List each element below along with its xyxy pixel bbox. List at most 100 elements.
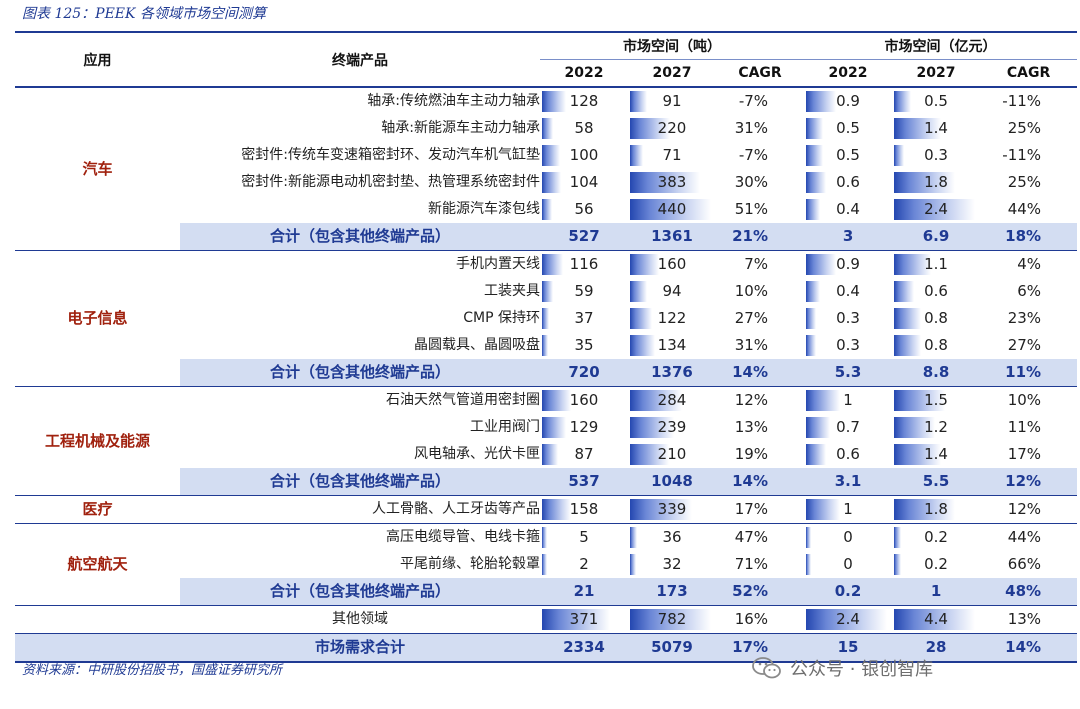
- cell-value: 1.8: [924, 173, 948, 191]
- header-col-tons-2022: 2022: [540, 59, 628, 88]
- cell-y22: 3: [804, 223, 893, 251]
- data-bar: [630, 390, 683, 411]
- sub-row: 合计（包含其他终端产品） 21 173 52% 0.2 1 48%: [15, 578, 1078, 606]
- watermark: 公众号 · 银创智库: [752, 653, 933, 683]
- cell-y27: 0.6: [892, 278, 980, 305]
- table-row: 风电轴承、光伏卡匣 87 210 19% 0.6 1.4 17%: [15, 441, 1077, 468]
- application-label: 电子信息: [15, 250, 180, 387]
- cell-value: 94: [662, 282, 682, 300]
- cell-value: 0.2: [834, 582, 862, 600]
- cell-value: 17%: [734, 500, 769, 518]
- data-bar: [894, 499, 955, 520]
- sub-row: 合计（包含其他终端产品） 537 1048 14% 3.1 5.5 12%: [15, 468, 1078, 496]
- cell-t27: 1376: [628, 359, 716, 387]
- product-cell: 新能源汽车漆包线: [428, 201, 540, 217]
- cell-t22: 37: [540, 305, 628, 332]
- data-bar: [894, 254, 932, 275]
- cell-tc: 51%: [716, 196, 804, 223]
- cell-value: 160: [657, 255, 687, 273]
- cell-value: 19%: [734, 445, 769, 463]
- data-bar: [542, 91, 566, 112]
- cell-value: 5.5: [922, 472, 950, 490]
- cell-value: 56: [574, 200, 594, 218]
- cell-value: 15: [837, 638, 859, 656]
- cell-value: 2.4: [924, 200, 948, 218]
- cell-y27: 6.9: [892, 223, 981, 251]
- cell-tc: 30%: [716, 169, 804, 196]
- cell-t22: 2: [540, 551, 628, 578]
- cell-value: 71%: [734, 555, 769, 573]
- cell-value: 0.6: [836, 173, 860, 191]
- cell-tc: -7%: [716, 142, 804, 169]
- product-cell: 轴承:传统燃油车主动力轴承: [367, 93, 540, 109]
- cell-t27: 339: [628, 495, 716, 524]
- table-row: 工程机械及能源 石油天然气管道用密封圈 160 284 12% 1 1.5 10%: [15, 386, 1077, 496]
- empty-app-cell: [15, 633, 180, 663]
- cell-value: 0.5: [924, 92, 948, 110]
- application-label: 工程机械及能源: [15, 386, 180, 496]
- cell-value: 58: [574, 119, 594, 137]
- cell-yc: 25%: [980, 169, 1077, 196]
- cell-value: 30%: [734, 173, 769, 191]
- cell-value: 10%: [734, 282, 769, 300]
- cell-value: 87: [574, 445, 594, 463]
- cell-value: 21%: [732, 227, 769, 245]
- cell-value: 25%: [1007, 173, 1042, 191]
- empty-app-cell: [15, 605, 180, 634]
- cell-value: 7%: [744, 255, 769, 273]
- data-bar: [894, 527, 901, 548]
- cell-t27: 284: [628, 387, 716, 415]
- product-cell: 合计（包含其他终端产品）: [180, 223, 540, 251]
- data-bar: [630, 172, 701, 193]
- data-bar: [806, 527, 811, 548]
- cell-t22: 87: [540, 441, 628, 468]
- cell-value: 12%: [1005, 472, 1042, 490]
- product-cell: 高压电缆导管、电线卡箍: [386, 529, 540, 545]
- cell-value: 5079: [651, 638, 693, 656]
- cell-t27: 173: [628, 578, 716, 606]
- cell-value: 37: [574, 309, 594, 327]
- cell-value: -7%: [738, 92, 769, 110]
- cell-t27: 220: [628, 115, 716, 142]
- table-row: 密封件:新能源电动机密封垫、热管理系统密封件 104 383 30% 0.6 1.8 25%: [15, 169, 1077, 196]
- cell-t22: 59: [540, 278, 628, 305]
- watermark-text: 公众号 · 银创智库: [790, 659, 934, 680]
- cell-value: 23%: [1007, 309, 1042, 327]
- data-bar: [894, 281, 915, 302]
- cell-t22: 104: [540, 169, 628, 196]
- header-product: 终端产品: [180, 35, 540, 88]
- product-cell: 密封件:传统车变速箱密封环、发动汽车机气缸垫: [241, 147, 540, 163]
- cell-value: 35: [574, 336, 594, 354]
- data-bar: [630, 335, 655, 356]
- data-bar: [542, 527, 547, 548]
- cell-t22: 2334: [540, 633, 628, 663]
- cell-y22: 15: [804, 633, 893, 663]
- data-bar: [630, 609, 711, 630]
- cell-value: 6.9: [922, 227, 950, 245]
- table-row: 汽车 轴承:传统燃油车主动力轴承 128 91 -7% 0.9 0.5 -11%: [15, 87, 1077, 251]
- cell-tc: 27%: [716, 305, 804, 332]
- table-row: CMP 保持环 37 122 27% 0.3 0.8 23%: [15, 305, 1077, 332]
- cell-value: 0.4: [836, 282, 860, 300]
- data-bar: [542, 145, 561, 166]
- cell-y27: 1.4: [892, 441, 980, 468]
- table-row: 晶圆载具、晶圆吸盘 35 134 31% 0.3 0.8 27%: [15, 332, 1077, 359]
- cell-tc: 52%: [716, 578, 805, 606]
- cell-y27: 1.1: [892, 251, 980, 279]
- data-bar: [894, 118, 942, 139]
- cell-value: 27%: [734, 309, 769, 327]
- cell-tc: 47%: [716, 524, 804, 552]
- cell-value: 129: [569, 418, 599, 436]
- cell-value: 0.6: [924, 282, 948, 300]
- application-label: 医疗: [15, 495, 180, 524]
- data-bar: [542, 281, 553, 302]
- cell-tc: 19%: [716, 441, 804, 468]
- data-bar: [806, 335, 817, 356]
- application-label: 航空航天: [15, 523, 180, 606]
- cell-yc: 12%: [980, 495, 1078, 524]
- data-bar: [806, 172, 827, 193]
- cell-y22: 0: [804, 524, 892, 552]
- cell-y27: 0.2: [892, 524, 980, 552]
- cell-y27: 1.8: [892, 495, 981, 524]
- cell-y22: 0.5: [804, 115, 892, 142]
